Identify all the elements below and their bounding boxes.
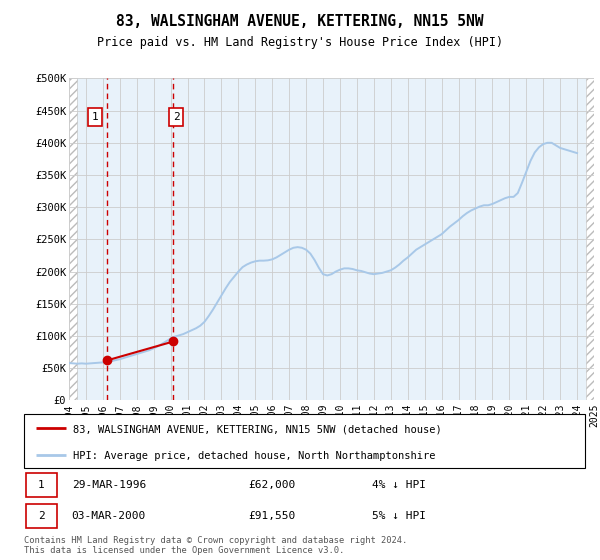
- FancyBboxPatch shape: [26, 503, 57, 528]
- Text: 03-MAR-2000: 03-MAR-2000: [71, 511, 146, 521]
- Text: 83, WALSINGHAM AVENUE, KETTERING, NN15 5NW (detached house): 83, WALSINGHAM AVENUE, KETTERING, NN15 5…: [73, 424, 442, 435]
- FancyBboxPatch shape: [26, 473, 57, 497]
- Text: £91,550: £91,550: [248, 511, 296, 521]
- Text: 1: 1: [38, 480, 45, 490]
- Text: 2: 2: [173, 112, 179, 122]
- Text: Contains HM Land Registry data © Crown copyright and database right 2024.
This d: Contains HM Land Registry data © Crown c…: [24, 536, 407, 556]
- Text: HPI: Average price, detached house, North Northamptonshire: HPI: Average price, detached house, Nort…: [73, 451, 436, 461]
- Text: Price paid vs. HM Land Registry's House Price Index (HPI): Price paid vs. HM Land Registry's House …: [97, 36, 503, 49]
- Text: 2: 2: [38, 511, 45, 521]
- Bar: [77, 78, 586, 400]
- Bar: [69, 78, 77, 400]
- Bar: [586, 78, 594, 400]
- Text: £62,000: £62,000: [248, 480, 296, 490]
- Text: 29-MAR-1996: 29-MAR-1996: [71, 480, 146, 490]
- Text: 5% ↓ HPI: 5% ↓ HPI: [372, 511, 426, 521]
- Text: 83, WALSINGHAM AVENUE, KETTERING, NN15 5NW: 83, WALSINGHAM AVENUE, KETTERING, NN15 5…: [116, 14, 484, 29]
- Text: 1: 1: [92, 112, 98, 122]
- Text: 4% ↓ HPI: 4% ↓ HPI: [372, 480, 426, 490]
